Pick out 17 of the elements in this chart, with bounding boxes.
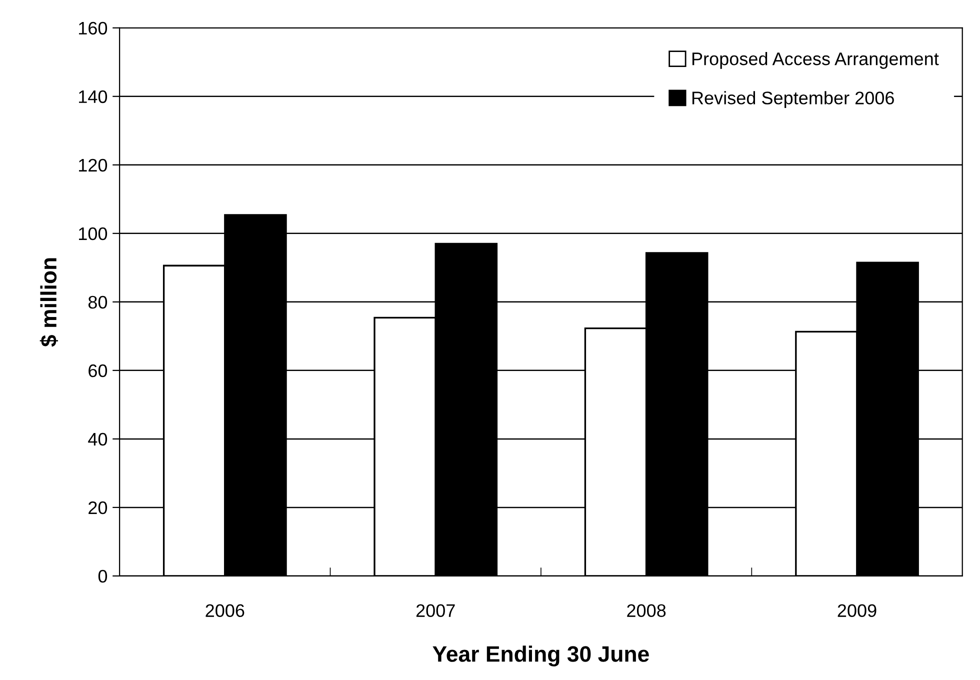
x-tick-label: 2009 (838, 604, 876, 617)
y-tick-label: 80 (88, 296, 108, 309)
y-tick-label: 140 (79, 90, 108, 104)
y-tick-label: 20 (88, 501, 108, 514)
legend-label: Proposed Access Arrangement (692, 52, 939, 69)
x-axis-title: Year Ending 30 June (432, 646, 649, 666)
x-tick-label: 2007 (416, 604, 455, 617)
y-tick-label: 100 (79, 227, 108, 240)
y-tick-label: 160 (79, 22, 108, 35)
x-tick-label: 2006 (206, 604, 244, 617)
legend-label: Revised September 2006 (692, 91, 894, 108)
y-tick-label: 0 (98, 570, 108, 583)
y-tick-label: 60 (88, 364, 108, 378)
y-axis-title: $ million (40, 258, 58, 347)
y-tick-label: 40 (88, 432, 108, 446)
y-tick-label: 120 (79, 158, 108, 172)
x-tick-label: 2008 (627, 604, 666, 617)
